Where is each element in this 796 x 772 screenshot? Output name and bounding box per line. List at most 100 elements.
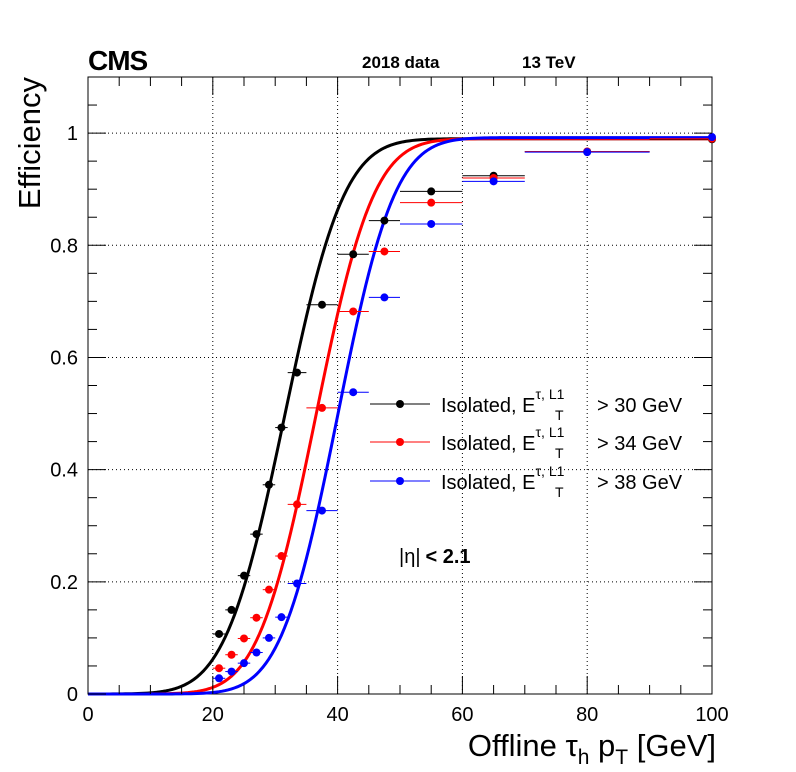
data-marker [293,500,302,509]
data-point [225,650,238,659]
y-tick-label: 0.6 [50,347,78,369]
y-axis-title: Efficiency [12,77,47,210]
data-point [368,293,400,302]
data-point [524,148,650,157]
data-point [275,423,288,432]
legend-sup: τ, L1 [536,463,565,479]
data-point [287,579,307,588]
grid [88,77,712,694]
x-tick-label: 80 [576,704,598,726]
data-marker [252,648,261,657]
fit-curves [88,136,712,696]
data-marker [349,250,358,259]
legend-sub: T [555,445,564,461]
legend-prefix: Isolated, E [441,395,536,417]
data-point [237,634,251,643]
data-marker [489,177,498,186]
data-point [275,552,288,561]
data-point [237,571,251,580]
x-tick-label: 100 [695,704,728,726]
data-point [368,216,400,225]
data-point [237,659,251,668]
data-marker [215,629,224,638]
data-marker [240,634,248,643]
data-point [250,613,263,622]
y-tick-label: 0.4 [50,460,78,482]
data-marker [583,148,592,157]
data-marker [293,579,302,588]
data-marker [318,300,326,309]
data-point [306,300,338,309]
data-point [649,133,716,142]
data-point [225,605,238,614]
data-marker [427,187,436,196]
legend-sub: T [555,484,564,500]
legend-suffix: > 34 GeV [597,433,683,455]
legend-label: Isolated, Eτ, L1 T > 30 GeV [441,386,683,423]
data-marker [318,403,326,412]
data-point [649,134,716,143]
legend-suffix: > 38 GeV [597,472,683,494]
legend-marker [396,438,404,446]
x-tick-label: 0 [82,704,93,726]
data-marker [349,388,358,397]
data-point [400,198,463,207]
axis-ticks: 0 20 40 60 80 100 0 0.2 0.4 0.6 0.8 1 [50,77,729,726]
fit-curve-3 [88,136,712,696]
data-marker [380,293,389,302]
data-marker [252,530,261,539]
data-point [287,368,307,377]
data-marker [427,219,436,228]
data-point [250,648,263,657]
data-point [212,664,226,673]
eta-annotation: |η| < 2.1 [399,546,471,568]
y-tick-label: 1 [67,123,78,145]
legend-sup: τ, L1 [536,386,565,402]
data-point [306,506,338,515]
data-marker [252,613,261,622]
legend-item-3: Isolated, Eτ, L1 T > 38 GeV [370,463,683,500]
experiment-label: CMS [88,45,148,76]
data-marker [708,133,716,142]
legend-item-1: Isolated, Eτ, L1 T > 30 GeV [370,386,683,423]
data-marker [227,650,236,659]
y-tick-label: 0.2 [50,572,78,594]
data-marker [349,307,358,316]
legend-sub: T [555,407,564,423]
data-marker [264,633,273,642]
data-marker [427,198,436,207]
legend-suffix: > 30 GeV [597,395,683,417]
data-marker [277,552,286,561]
eta-value: < 2.1 [426,546,471,568]
data-point [400,187,463,196]
data-point [368,247,400,256]
data-point [337,388,369,397]
data-point [225,667,238,676]
data-point [462,177,525,186]
data-point [262,585,276,594]
data-point [400,219,463,228]
data-point [287,500,307,509]
data-marker [380,216,389,225]
x-axis-title: Offline τh pT [GeV] [468,728,716,769]
data-marker [227,605,236,614]
eta-symbol: |η| [399,546,421,568]
data-marker [240,571,248,580]
data-points [212,133,716,683]
x-axis-title-mid: p [589,728,615,763]
x-axis-title-sub-t: T [615,746,628,769]
legend-label: Isolated, Eτ, L1 T > 38 GeV [441,463,683,500]
data-marker [264,480,273,489]
data-marker [318,506,326,515]
data-point [337,307,369,316]
data-point [262,480,276,489]
x-tick-label: 20 [202,704,224,726]
legend-marker [396,400,404,408]
legend-prefix: Isolated, E [441,433,536,455]
dataset-label: 2018 data [362,53,440,72]
data-point [250,530,263,539]
y-tick-label: 0.8 [50,235,78,257]
data-point [262,633,276,642]
x-tick-label: 40 [326,704,348,726]
